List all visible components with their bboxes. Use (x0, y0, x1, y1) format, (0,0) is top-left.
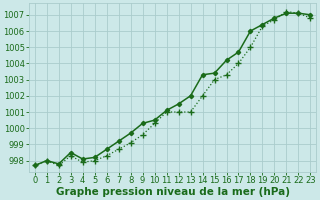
X-axis label: Graphe pression niveau de la mer (hPa): Graphe pression niveau de la mer (hPa) (56, 187, 290, 197)
